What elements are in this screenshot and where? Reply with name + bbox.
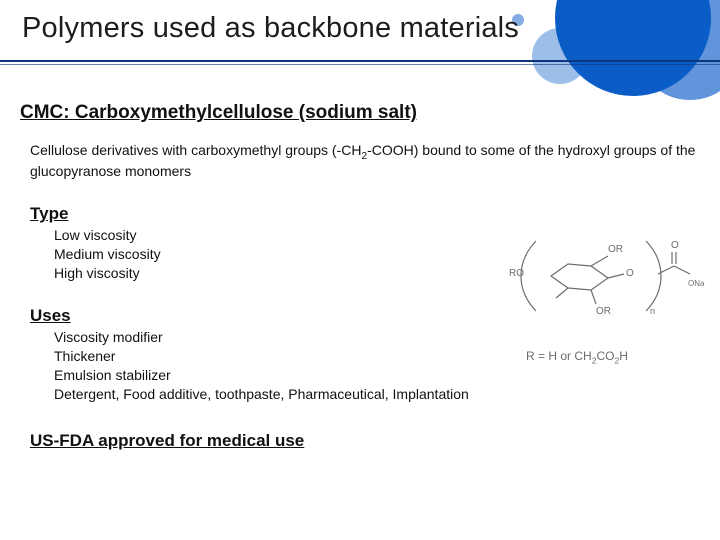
desc-part: Cellulose derivatives with carboxymethyl… bbox=[30, 142, 361, 158]
label-OR2: OR bbox=[596, 306, 611, 317]
label-OR: OR bbox=[608, 244, 623, 255]
fda-statement: US-FDA approved for medical use bbox=[30, 430, 700, 451]
structure-svg: RO OR O OR O ONa n bbox=[496, 216, 706, 356]
label-O2: O bbox=[671, 240, 679, 251]
slide-title-block: Polymers used as backbone materials bbox=[22, 12, 700, 45]
chemical-structure: RO OR O OR O ONa n R = H or CH2CO2H bbox=[496, 216, 706, 356]
slide-title: Polymers used as backbone materials bbox=[22, 12, 700, 45]
label-O: O bbox=[626, 268, 634, 279]
list-item: Emulsion stabilizer bbox=[54, 366, 700, 385]
list-item: Detergent, Food additive, toothpaste, Ph… bbox=[54, 385, 700, 404]
title-underline-thick bbox=[0, 60, 720, 62]
cap-part: R = H or CH bbox=[526, 349, 592, 363]
label-n: n bbox=[650, 306, 655, 316]
label-ONa: ONa bbox=[688, 279, 705, 288]
label-RO: RO bbox=[509, 268, 524, 279]
section-title: CMC: Carboxymethylcellulose (sodium salt… bbox=[20, 102, 700, 124]
title-underline-thin bbox=[0, 64, 720, 65]
description: Cellulose derivatives with carboxymethyl… bbox=[30, 142, 700, 181]
cap-part: CO bbox=[596, 349, 614, 363]
cap-part: H bbox=[619, 349, 628, 363]
